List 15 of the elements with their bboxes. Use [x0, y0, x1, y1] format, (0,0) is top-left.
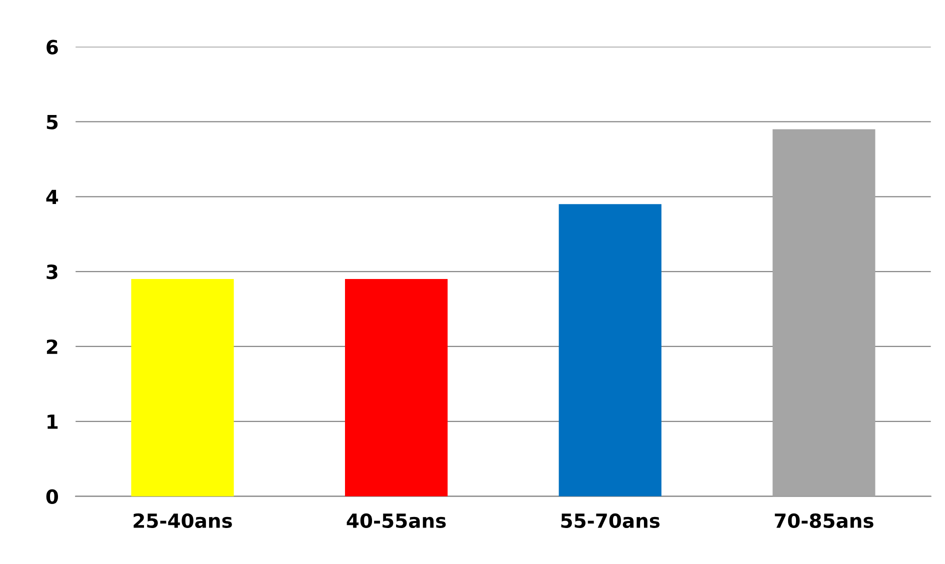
- bar: [558, 204, 662, 496]
- bar: [344, 279, 448, 496]
- y-tick-label: 1: [48, 414, 58, 429]
- x-tick-label: 40-55ans: [346, 513, 446, 528]
- x-tick-label: 25-40ans: [134, 513, 232, 528]
- bar: [131, 279, 234, 496]
- y-tick-label: 3: [46, 264, 58, 280]
- y-tick-label: 0: [46, 489, 58, 504]
- bar: [772, 129, 876, 496]
- x-tick-label: 55-70ans: [561, 513, 660, 528]
- y-tick-label: 6: [46, 40, 58, 54]
- y-tick-label: 2: [46, 339, 58, 354]
- y-tick-label: 4: [46, 190, 58, 204]
- x-tick-label: 70-85ans: [774, 513, 874, 528]
- y-tick-label: 5: [46, 114, 58, 130]
